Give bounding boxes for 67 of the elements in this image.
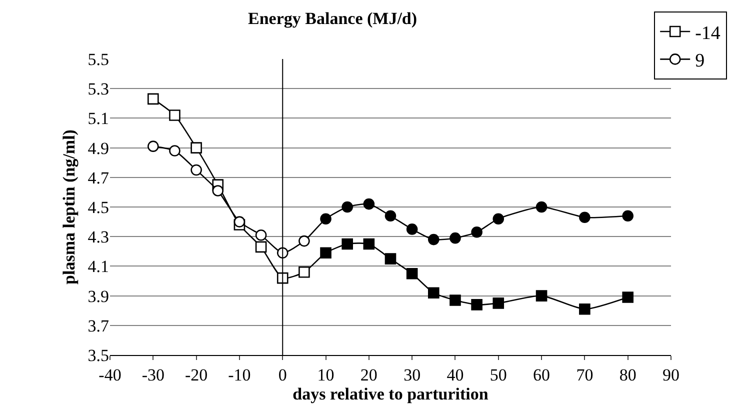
point [579,303,590,315]
point [298,235,310,247]
point [169,110,180,121]
point [450,232,461,244]
y-axis-title: plasma leptin (ng/ml) [59,130,78,284]
point [320,213,332,224]
point [471,299,482,310]
point [363,198,375,210]
point [148,140,159,152]
y-tick-label: 3.7 [88,316,110,336]
point [450,294,461,306]
x-tick-label: -20 [184,365,208,384]
point [622,292,634,303]
point [384,210,396,222]
y-tick-label: 4.7 [88,168,110,188]
point [536,290,548,302]
point [406,268,418,280]
y-tick-label: 3.5 [88,346,109,365]
point [212,185,224,196]
y-tick-label: 4.5 [88,198,109,217]
x-tick-label: 80 [619,365,636,384]
y-tick-label: 5.3 [88,80,109,99]
point [320,247,332,259]
point [298,266,310,278]
x-tick-label: -30 [142,365,164,384]
point [342,201,353,213]
y-tick-label: 4.9 [88,138,109,158]
x-tick-label: 60 [533,365,550,384]
point [234,216,246,228]
point [342,238,353,250]
legend-label: -14 [695,22,721,44]
x-tick-label: 10 [317,365,334,384]
y-tick-label: 5.1 [88,109,109,128]
point [384,253,396,264]
x-tick-label: 20 [360,365,378,384]
y-tick-label: 4.3 [88,228,109,247]
point [148,93,159,105]
point [492,298,504,309]
point [428,287,440,298]
point [428,234,440,246]
x-tick-label: 40 [446,365,464,384]
point [406,224,418,235]
legend-label: 9 [695,50,705,72]
point [492,213,504,224]
x-tick-label: 90 [662,365,680,384]
y-tick-label: 4.1 [88,257,109,276]
x-tick-label: 50 [490,365,507,384]
x-axis-title: days relative to parturition [292,384,489,404]
point [255,229,267,241]
x-tick-label: 30 [404,365,421,384]
x-tick-label: 0 [278,365,287,384]
y-tick-label: 5.5 [88,50,109,69]
point [471,226,482,238]
point [169,145,180,156]
point [190,142,202,154]
point [255,241,267,253]
chart-title: Energy Balance (MJ/d) [248,9,418,28]
point [622,210,634,222]
x-tick-label: -40 [98,365,122,384]
x-tick-label: -10 [228,365,251,384]
point [536,201,548,213]
point [363,238,375,250]
y-tick-label: 3.9 [88,286,109,306]
point [190,164,202,176]
point [579,212,590,224]
x-tick-label: 70 [576,365,594,384]
point [276,272,288,284]
